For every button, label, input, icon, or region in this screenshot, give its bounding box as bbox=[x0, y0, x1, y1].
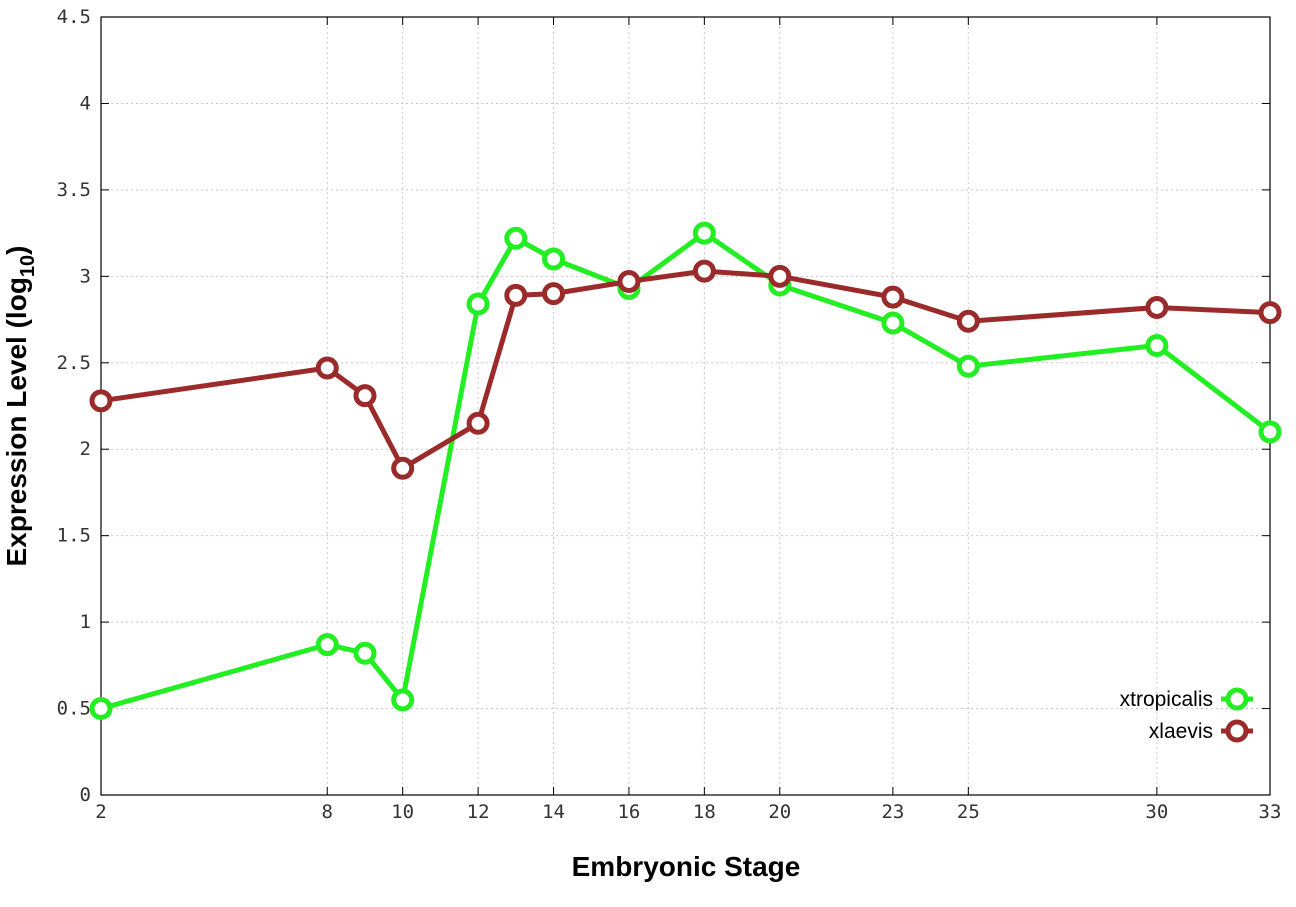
plot-frame bbox=[100, 16, 1271, 796]
data-point bbox=[542, 282, 566, 306]
x-tick-label: 16 bbox=[617, 801, 640, 823]
data-point bbox=[504, 283, 528, 307]
y-tick-label: 4 bbox=[80, 92, 91, 114]
data-point bbox=[542, 247, 566, 271]
legend-item: xlaevis bbox=[1149, 719, 1253, 743]
data-point bbox=[1258, 420, 1282, 444]
x-tick-labels: 2 8 10 12 14 16 18 20 23 25 30 33 bbox=[95, 801, 1281, 823]
data-point bbox=[466, 411, 490, 435]
data-point bbox=[1145, 295, 1169, 319]
y-tick-label: 0.5 bbox=[57, 698, 91, 720]
data-point bbox=[315, 633, 339, 657]
series-line bbox=[100, 230, 1272, 712]
y-tick-label: 3.5 bbox=[57, 179, 91, 201]
series-xlaevis bbox=[89, 259, 1282, 480]
data-point bbox=[353, 384, 377, 408]
y-tick-label: 2 bbox=[80, 438, 91, 460]
data-point bbox=[89, 697, 113, 721]
y-tick-label: 2.5 bbox=[57, 352, 91, 374]
legend-label: xtropicalis bbox=[1120, 688, 1213, 711]
legend-item: xtropicalis bbox=[1120, 687, 1253, 711]
data-point bbox=[768, 264, 792, 288]
y-tick-label: 0 bbox=[80, 784, 91, 806]
data-point bbox=[353, 641, 377, 665]
x-tick-label: 8 bbox=[322, 801, 333, 823]
x-tick-label: 20 bbox=[768, 801, 791, 823]
legend-swatch-marker bbox=[1225, 687, 1249, 711]
x-tick-label: 10 bbox=[391, 801, 414, 823]
data-point bbox=[881, 311, 905, 335]
y-axis-title-main: Expression Level (log bbox=[1, 277, 32, 566]
y-tick-label: 3 bbox=[80, 265, 91, 287]
y-axis-title-close: ) bbox=[1, 246, 32, 255]
data-point bbox=[89, 389, 113, 413]
x-tick-label: 2 bbox=[95, 801, 106, 823]
data-point bbox=[956, 354, 980, 378]
x-tick-label: 30 bbox=[1145, 801, 1168, 823]
x-tick-label: 14 bbox=[542, 801, 565, 823]
data-point bbox=[504, 226, 528, 250]
x-tick-label: 33 bbox=[1259, 801, 1282, 823]
data-point bbox=[881, 285, 905, 309]
data-point bbox=[315, 356, 339, 380]
y-tick-label: 4.5 bbox=[57, 6, 91, 28]
y-tick-label: 1.5 bbox=[57, 525, 91, 547]
legend-label: xlaevis bbox=[1149, 720, 1213, 743]
data-point bbox=[956, 309, 980, 333]
data-point bbox=[391, 688, 415, 712]
x-axis-title: Embryonic Stage bbox=[572, 851, 801, 882]
y-axis-title-subscript: 10 bbox=[17, 255, 39, 277]
data-point bbox=[1145, 333, 1169, 357]
data-point bbox=[466, 292, 490, 316]
tick-marks bbox=[100, 16, 1271, 796]
x-tick-label: 25 bbox=[957, 801, 980, 823]
data-point bbox=[692, 259, 716, 283]
data-point bbox=[1258, 301, 1282, 325]
y-axis-title: Expression Level (log10) bbox=[1, 246, 39, 567]
x-tick-label: 12 bbox=[467, 801, 490, 823]
y-tick-label: 1 bbox=[80, 611, 91, 633]
y-tick-labels: 0 0.5 1 1.5 2 2.5 3 3.5 4 4.5 bbox=[57, 6, 91, 806]
series-layer bbox=[89, 221, 1282, 721]
series-line bbox=[100, 268, 1271, 471]
x-tick-label: 18 bbox=[693, 801, 716, 823]
grid bbox=[101, 17, 1270, 795]
data-point bbox=[617, 270, 641, 294]
data-point bbox=[391, 456, 415, 480]
data-point bbox=[692, 221, 716, 245]
legend: xtropicalis xlaevis bbox=[1120, 687, 1253, 743]
legend-swatch-marker bbox=[1225, 719, 1249, 743]
x-tick-label: 23 bbox=[881, 801, 904, 823]
series-xtropicalis bbox=[89, 221, 1282, 721]
